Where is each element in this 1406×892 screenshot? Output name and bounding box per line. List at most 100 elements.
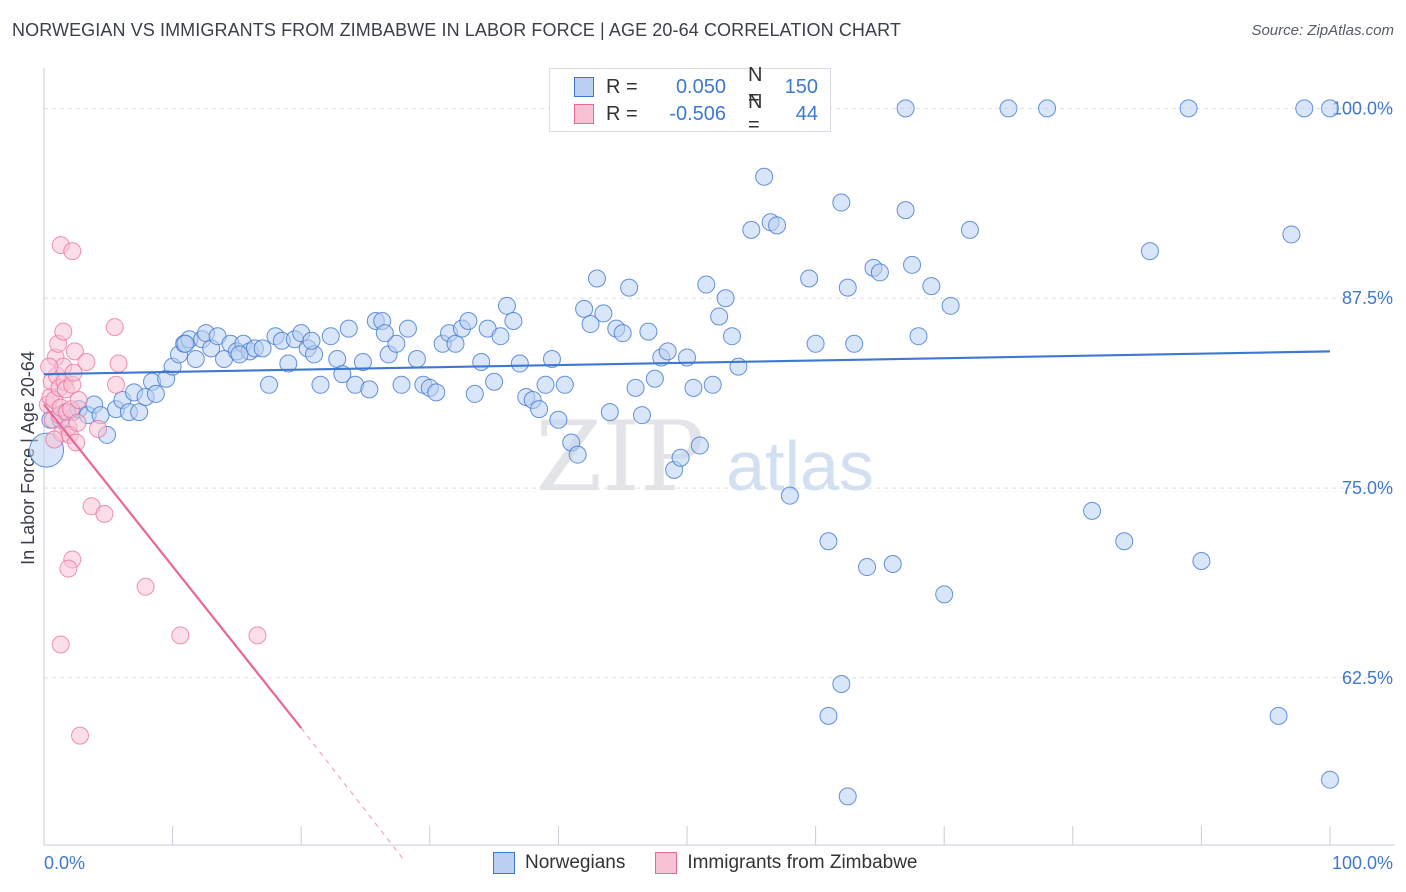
legend-swatch-blue [574,77,594,97]
zimbabwe-point [109,354,128,373]
y-tick-label: 100.0% [1332,98,1393,118]
legend-n-label: N = [748,64,763,109]
norwegians-point [339,319,358,338]
zimbabwe-point [171,626,190,645]
norwegians-point [999,99,1018,118]
norwegians-point [703,375,722,394]
norwegians-point [575,299,594,318]
x-tick-label: 0.0% [44,853,85,873]
norwegians-point [459,312,478,331]
norwegians-point [845,334,864,353]
legend-n-value: 44 [795,102,818,125]
norwegians-point [742,220,761,239]
norwegians-point [684,378,703,397]
norwegians-point [536,375,555,394]
norwegians-point [186,349,205,368]
norwegians-point [1321,770,1339,789]
zimbabwe-trend-line [43,403,303,729]
norwegians-point [1115,532,1134,551]
zimbabwe-point [95,504,114,523]
norwegians-point [176,334,195,353]
norwegians-point [353,353,372,372]
norwegians-point [279,354,298,373]
norwegians-point [328,349,347,368]
series-legend: Norwegians Immigrants from Zimbabwe [493,852,948,874]
norwegians-point [302,331,321,350]
norwegians-point [922,277,941,296]
norwegians-point [780,486,799,505]
norwegians-point [587,269,606,288]
legend-swatch-pink [574,104,594,124]
zimbabwe-point [54,322,73,341]
legend-n-value: 150 [784,75,818,98]
norwegians-point [832,675,851,694]
norwegians-point [755,167,774,186]
zimbabwe-point [65,342,84,361]
norwegians-point [321,327,340,346]
norwegians-point [819,532,838,551]
legend-r-value: -0.506 [669,102,726,125]
norwegians-point [600,403,619,422]
norwegians-point [626,378,645,397]
norwegians-point [472,353,491,372]
norwegians-point [360,380,379,399]
legend-swatch-pink [655,852,678,874]
norwegians-point [723,327,742,346]
norwegians-point [832,193,851,212]
legend-swatch-blue [493,852,515,874]
norwegians-point [909,327,928,346]
norwegians-point [485,372,504,391]
norwegians-point [581,315,600,334]
norwegians-point [146,384,165,403]
y-tick-label: 75.0% [1342,478,1393,498]
legend-item-norwegians[interactable]: Norwegians [493,852,625,874]
norwegians-point [542,349,561,368]
zimbabwe-point [248,626,267,645]
norwegians-point [1083,501,1102,520]
norwegians-point [1269,706,1288,725]
norwegians-point [387,334,406,353]
norwegians-point [1140,242,1159,261]
legend-item-zimbabwe[interactable]: Immigrants from Zimbabwe [655,852,918,874]
legend-r-label: R = [606,75,638,98]
norwegians-point [806,334,825,353]
norwegians-point [935,585,954,604]
norwegians-point [800,269,819,288]
legend-row-norwegians: R = 0.050 N = 150 [574,64,818,109]
norwegians-point [896,99,915,118]
zimbabwe-point [45,430,64,449]
norwegians-point [230,345,249,364]
norwegians-point [658,342,677,361]
zimbabwe-point [68,413,87,432]
norwegians-point [530,400,549,419]
norwegians-point [1321,99,1339,118]
zimbabwe-point [51,635,70,654]
norwegians-point [697,275,716,294]
norwegians-point [838,278,857,297]
norwegians-point [446,334,465,353]
norwegians-point [549,410,568,429]
norwegians-point [960,220,979,239]
norwegians-point [710,307,729,326]
norwegians-point [716,289,735,308]
series-norwegians [29,99,1339,806]
source-label: Source: ZipAtlas.com [1251,22,1394,39]
zimbabwe-trend-extension [300,727,405,861]
norwegians-point [903,255,922,274]
norwegians-point [690,436,709,455]
zimbabwe-point [136,577,155,596]
norwegians-point [311,375,330,394]
norwegians-point [838,787,857,806]
series-zimbabwe [38,236,267,745]
x-tick-labels: 0.0% 100.0% [44,853,1393,873]
norwegians-point [1179,99,1198,118]
norwegians-point [671,448,690,467]
norwegians-point [729,357,748,376]
grid-lines [44,107,1395,679]
zimbabwe-point [107,375,126,394]
x-tick-label: 100.0% [1332,853,1393,873]
y-tick-label: 62.5% [1342,668,1393,688]
zimbabwe-point [40,357,59,376]
legend-label-norwegians: Norwegians [525,852,626,873]
